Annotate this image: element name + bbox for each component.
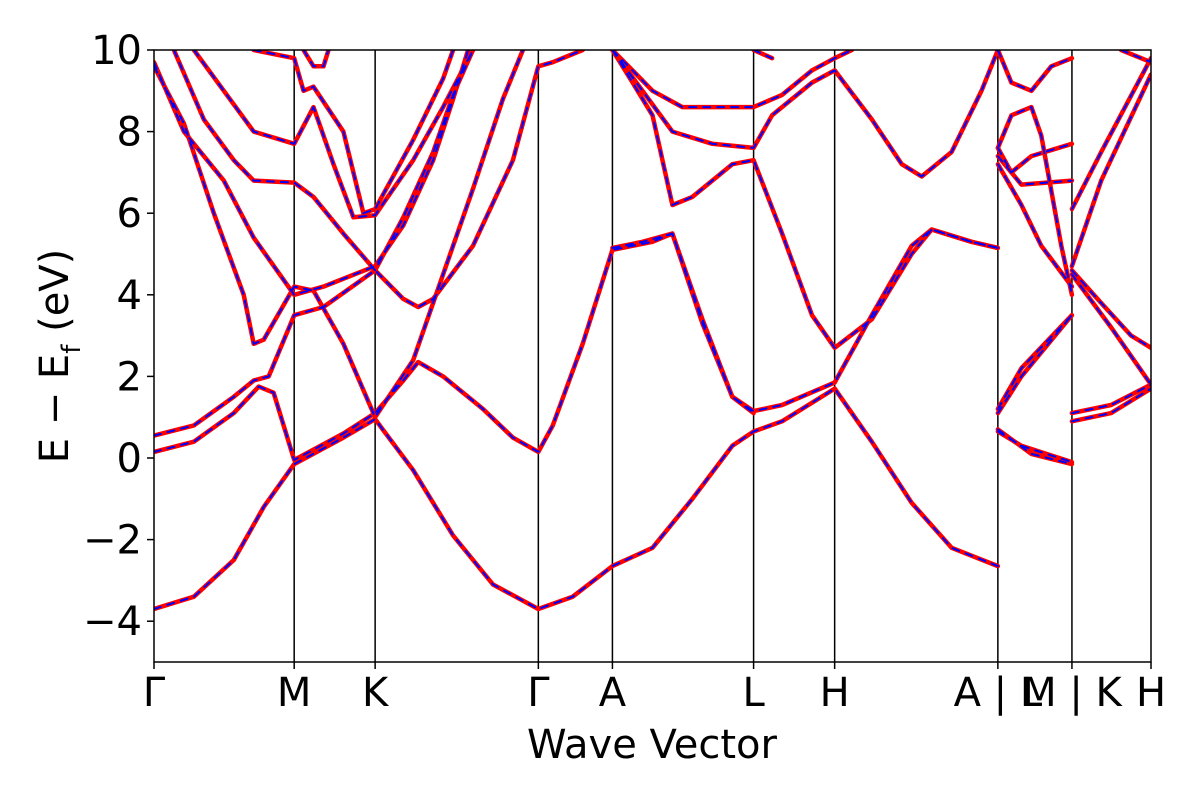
band-line-blue	[1070, 387, 1151, 423]
y-axis-title-main: E − E	[32, 354, 78, 464]
band-line-blue	[752, 50, 774, 60]
band-line-red	[610, 50, 1001, 351]
band-line-red	[154, 50, 585, 438]
band-line-blue	[154, 228, 999, 461]
y-tick-label: 0	[117, 436, 142, 482]
band-line-red	[610, 231, 756, 416]
band-line-blue	[611, 50, 999, 349]
band-line-blue	[1070, 269, 1151, 349]
x-tick-label: Γ	[527, 670, 550, 716]
band-line-red	[1069, 382, 1151, 416]
band-line-blue	[996, 106, 1073, 296]
x-tick-label: M | K	[1022, 670, 1123, 716]
band-line-blue	[996, 428, 1073, 466]
band-line-blue	[154, 387, 999, 610]
band-line-blue	[996, 314, 1073, 410]
band-line-blue	[154, 50, 470, 296]
band-line-red	[1069, 72, 1151, 269]
y-tick-label: −2	[83, 518, 142, 564]
band-line-blue	[1070, 273, 1151, 386]
x-tick-label: M	[277, 670, 312, 716]
band-line-blue	[192, 50, 474, 219]
band-line-red	[251, 50, 456, 216]
y-tick-label: 6	[117, 191, 142, 237]
band-line-red	[1069, 268, 1151, 351]
band-line-blue	[996, 155, 1073, 186]
band-line-red	[610, 50, 1001, 179]
y-tick-label: 8	[117, 110, 142, 156]
band-line-blue	[611, 50, 999, 178]
y-axis-title-unit: (eV)	[32, 249, 78, 345]
axes-frame	[153, 49, 1152, 663]
band-line-blue	[1070, 57, 1151, 211]
x-tick-label: H	[820, 670, 850, 716]
x-tick-label: K	[362, 670, 390, 716]
y-axis-title: E − Ef (eV)	[32, 249, 87, 464]
x-tick-label: A | L	[954, 670, 1043, 716]
y-tick-label: −4	[83, 599, 142, 645]
band-line-blue	[1070, 73, 1151, 268]
x-axis-ticks: Γ M K Γ A L H A | LM | K H	[143, 662, 1166, 716]
x-tick-label: Γ	[143, 670, 166, 716]
x-tick-label: H	[1136, 670, 1166, 716]
band-line-blue	[611, 232, 755, 415]
bands	[154, 50, 1151, 612]
y-tick-label: 10	[91, 28, 142, 74]
band-line-blue	[172, 50, 474, 272]
band-line-blue	[154, 50, 584, 437]
band-line-blue	[252, 50, 455, 215]
x-tick-label: A	[599, 670, 627, 716]
y-tick-label: 2	[117, 354, 142, 400]
band-line-red	[154, 50, 526, 420]
band-line-red	[610, 50, 855, 110]
band-line-red	[191, 50, 476, 220]
band-line-blue	[996, 50, 1073, 92]
x-tick-label: L	[742, 670, 765, 716]
x-axis-title: Wave Vector	[527, 722, 778, 768]
band-line-red	[301, 50, 331, 69]
band-line-blue	[1070, 383, 1151, 415]
y-axis-ticks: −4 −2 0 2 4 6 8 10	[83, 28, 154, 645]
y-axis-title-sub: f	[57, 344, 87, 354]
band-line-blue	[996, 163, 1073, 288]
y-tick-label: 4	[117, 273, 142, 319]
band-line-blue	[996, 142, 1073, 174]
band-line-blue	[1120, 50, 1151, 64]
band-line-red	[995, 50, 1075, 94]
band-line-red	[995, 104, 1075, 298]
band-line-blue	[154, 50, 524, 419]
band-line-blue	[996, 314, 1073, 415]
